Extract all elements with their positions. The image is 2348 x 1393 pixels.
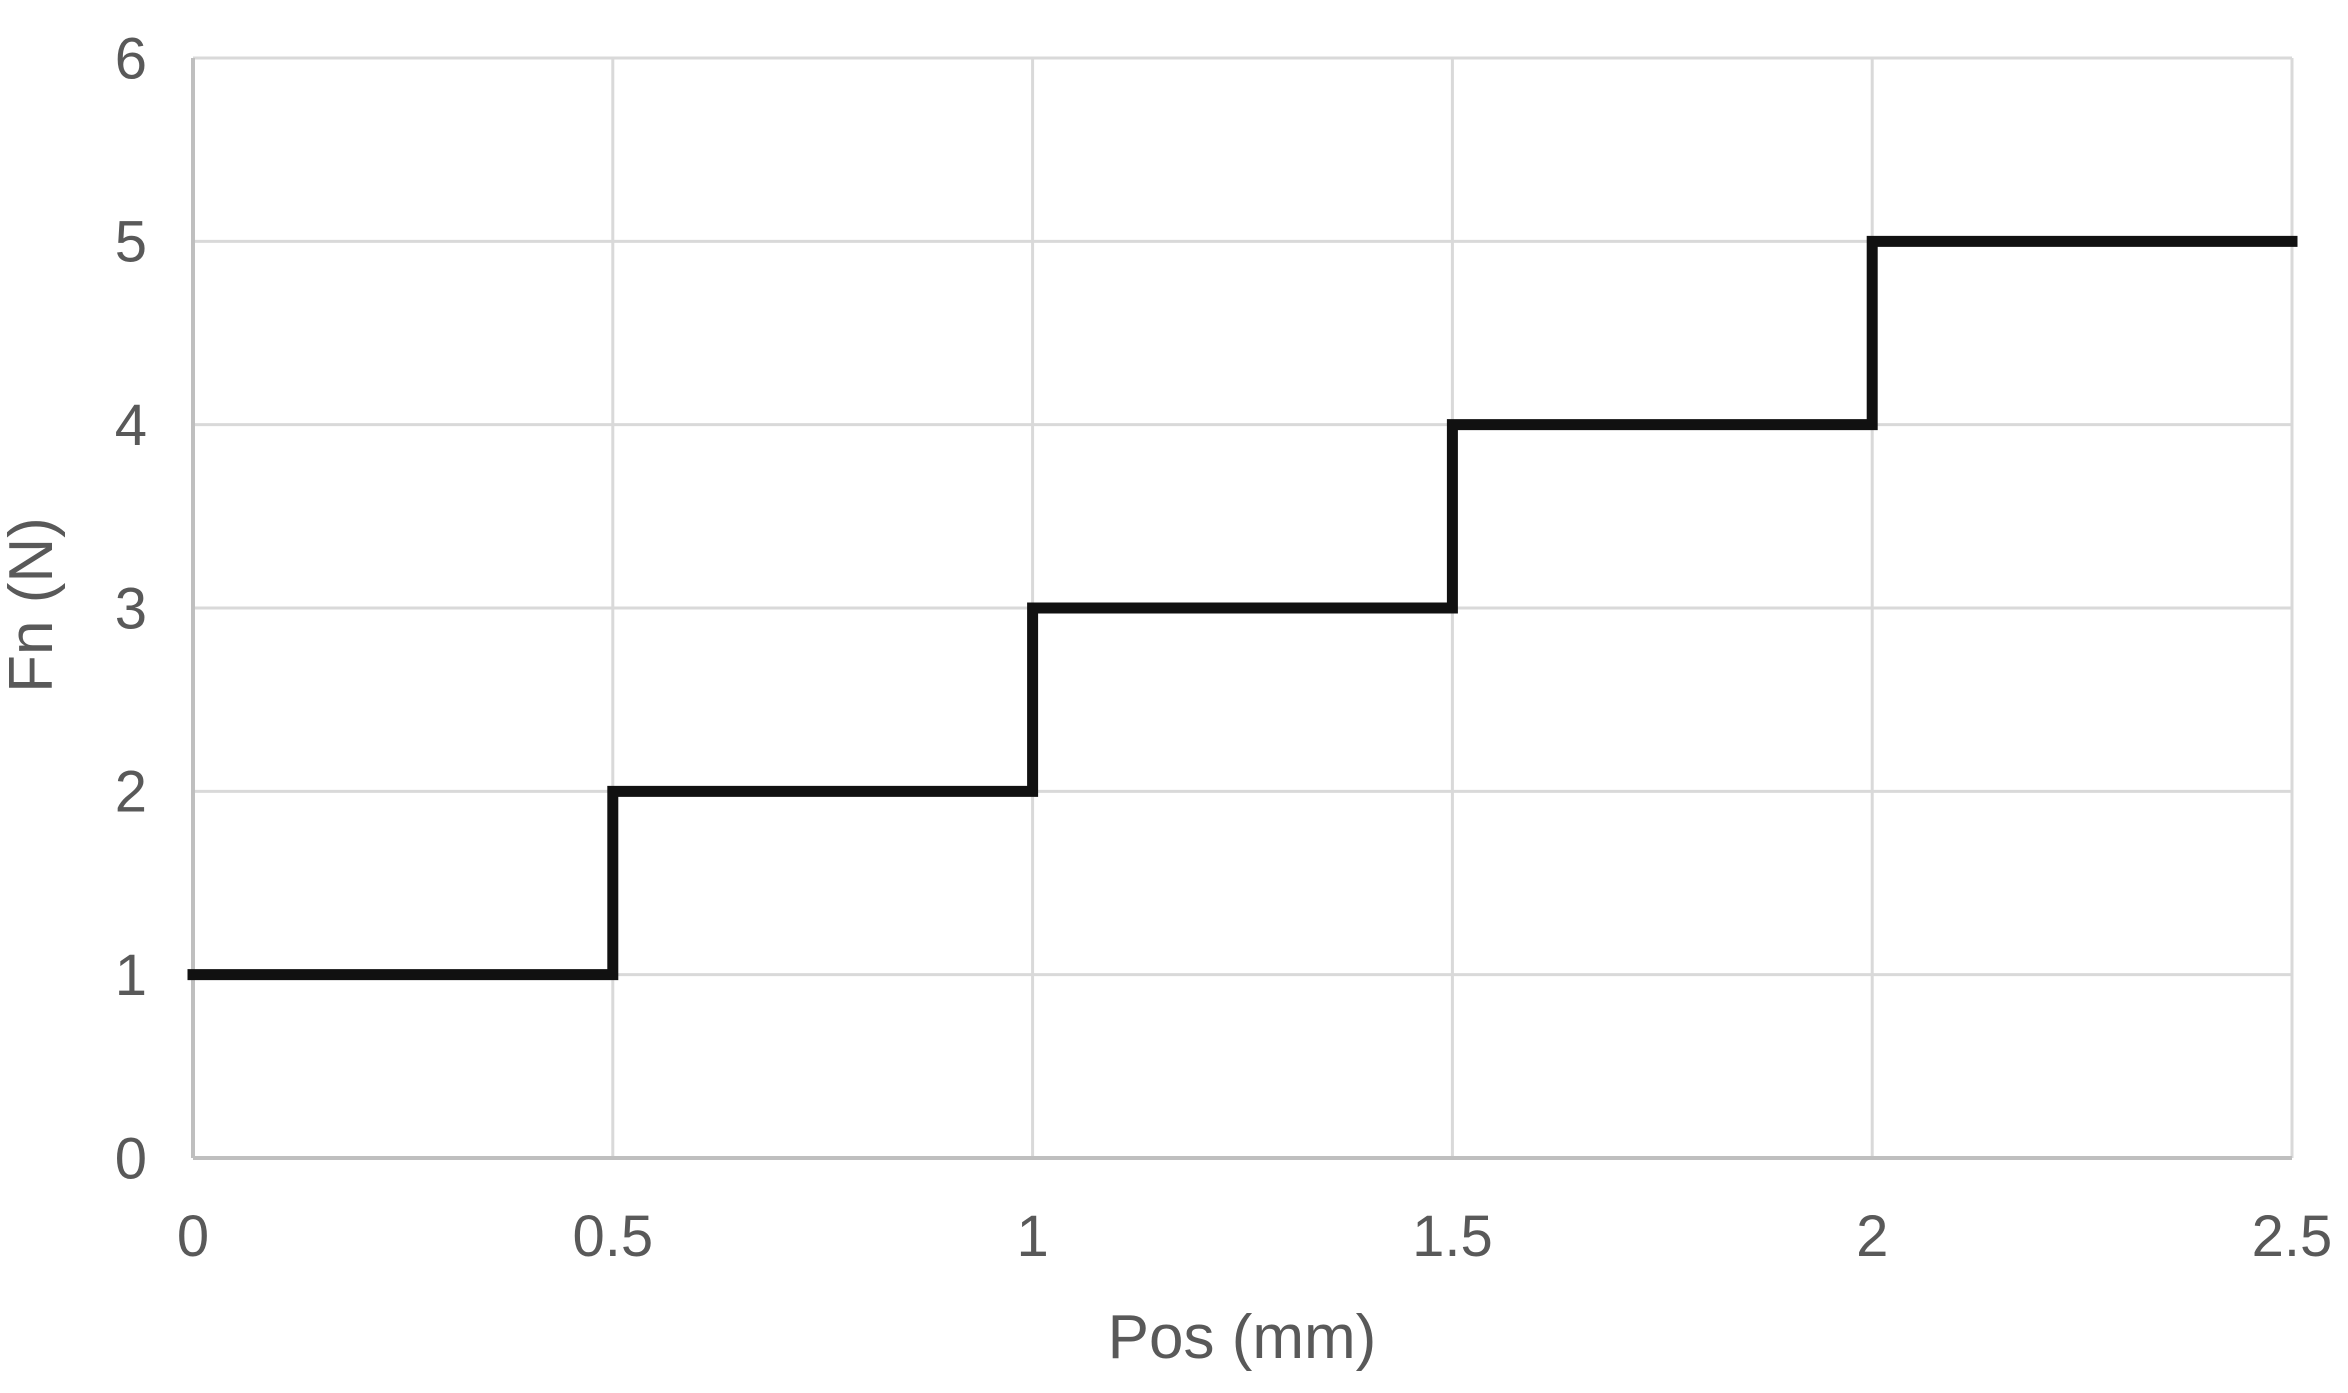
x-axis-tick-labels: 0 0.5 1 1.5 2 2.5 bbox=[177, 1204, 2332, 1269]
y-tick-label: 6 bbox=[115, 26, 147, 91]
y-tick-label: 3 bbox=[115, 576, 147, 641]
x-axis-title: Pos (mm) bbox=[1108, 1303, 1377, 1372]
y-tick-label: 4 bbox=[115, 393, 147, 458]
series-lines bbox=[187, 235, 2298, 981]
x-tick-label: 1.5 bbox=[1412, 1204, 1493, 1269]
y-axis-tick-labels: 0 1 2 3 4 5 6 bbox=[115, 26, 147, 1191]
x-tick-label: 2 bbox=[1856, 1204, 1888, 1269]
y-axis-title: Fn (N) bbox=[0, 517, 66, 693]
x-tick-label: 2.5 bbox=[2252, 1204, 2333, 1269]
y-tick-label: 2 bbox=[115, 760, 147, 825]
series-line-fn bbox=[187, 235, 2298, 981]
y-tick-label: 1 bbox=[115, 943, 147, 1008]
x-tick-label: 0 bbox=[177, 1204, 209, 1269]
y-tick-label: 0 bbox=[115, 1126, 147, 1191]
x-tick-label: 1 bbox=[1016, 1204, 1048, 1269]
y-tick-label: 5 bbox=[115, 210, 147, 275]
x-tick-label: 0.5 bbox=[572, 1204, 653, 1269]
